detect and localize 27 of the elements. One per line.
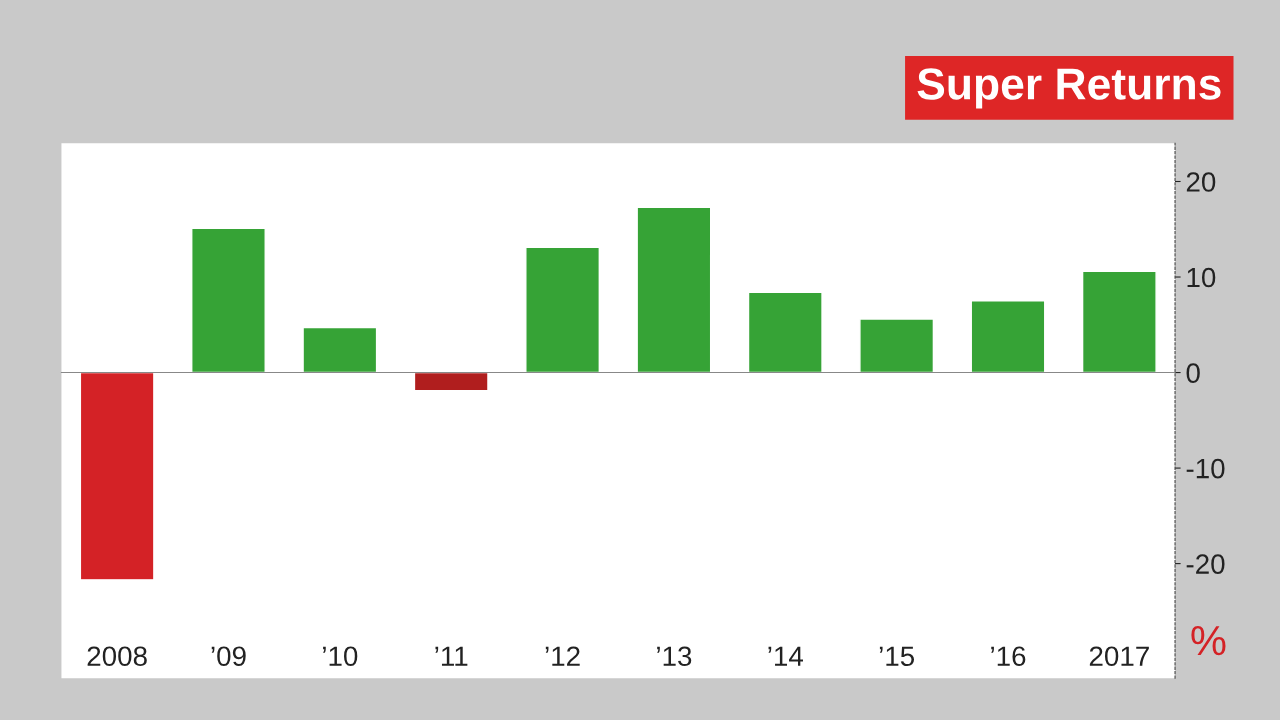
chart-title: Super Returns <box>917 68 1221 109</box>
y-axis-title: % <box>1191 626 1226 656</box>
x-tick-label: ’13 <box>657 646 692 667</box>
bar <box>302 326 378 374</box>
x-tick-label: ’10 <box>323 646 358 667</box>
y-tick-label: 20 <box>1186 172 1216 192</box>
x-tick-label: ’15 <box>879 646 915 667</box>
x-tick-label: ’14 <box>768 646 803 666</box>
bar <box>970 300 1046 374</box>
x-tick-label: ’11 <box>435 646 468 666</box>
y-tick-label: -10 <box>1186 458 1225 479</box>
bar <box>191 227 266 374</box>
bar <box>859 318 935 374</box>
bar <box>636 206 712 374</box>
x-tick-label: ’12 <box>545 646 580 666</box>
y-tick-label: -20 <box>1186 554 1225 574</box>
bar <box>747 291 823 374</box>
bar <box>413 371 489 392</box>
x-tick-label: ’16 <box>991 646 1026 667</box>
x-tick-label: ’09 <box>211 646 246 667</box>
x-tick-label: 2008 <box>87 646 147 667</box>
y-tick-label: 10 <box>1187 267 1216 288</box>
bar <box>525 246 601 374</box>
y-tick-label: 0 <box>1186 363 1200 383</box>
x-tick-label: 2017 <box>1089 646 1149 667</box>
bar <box>79 371 155 581</box>
bar <box>1081 270 1157 374</box>
